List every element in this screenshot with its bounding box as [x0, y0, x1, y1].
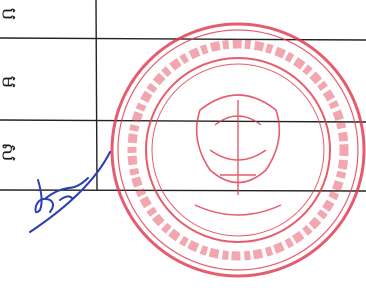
column-line	[96, 0, 97, 191]
document-scan: ប ម ស	[0, 0, 366, 292]
row-label: ស	[0, 142, 22, 161]
row-label: ម	[0, 76, 22, 89]
row-label: ប	[0, 8, 22, 21]
page: {"table": {"rows": [["ប"], ["ម"], ["ស"]]…	[0, 0, 366, 292]
